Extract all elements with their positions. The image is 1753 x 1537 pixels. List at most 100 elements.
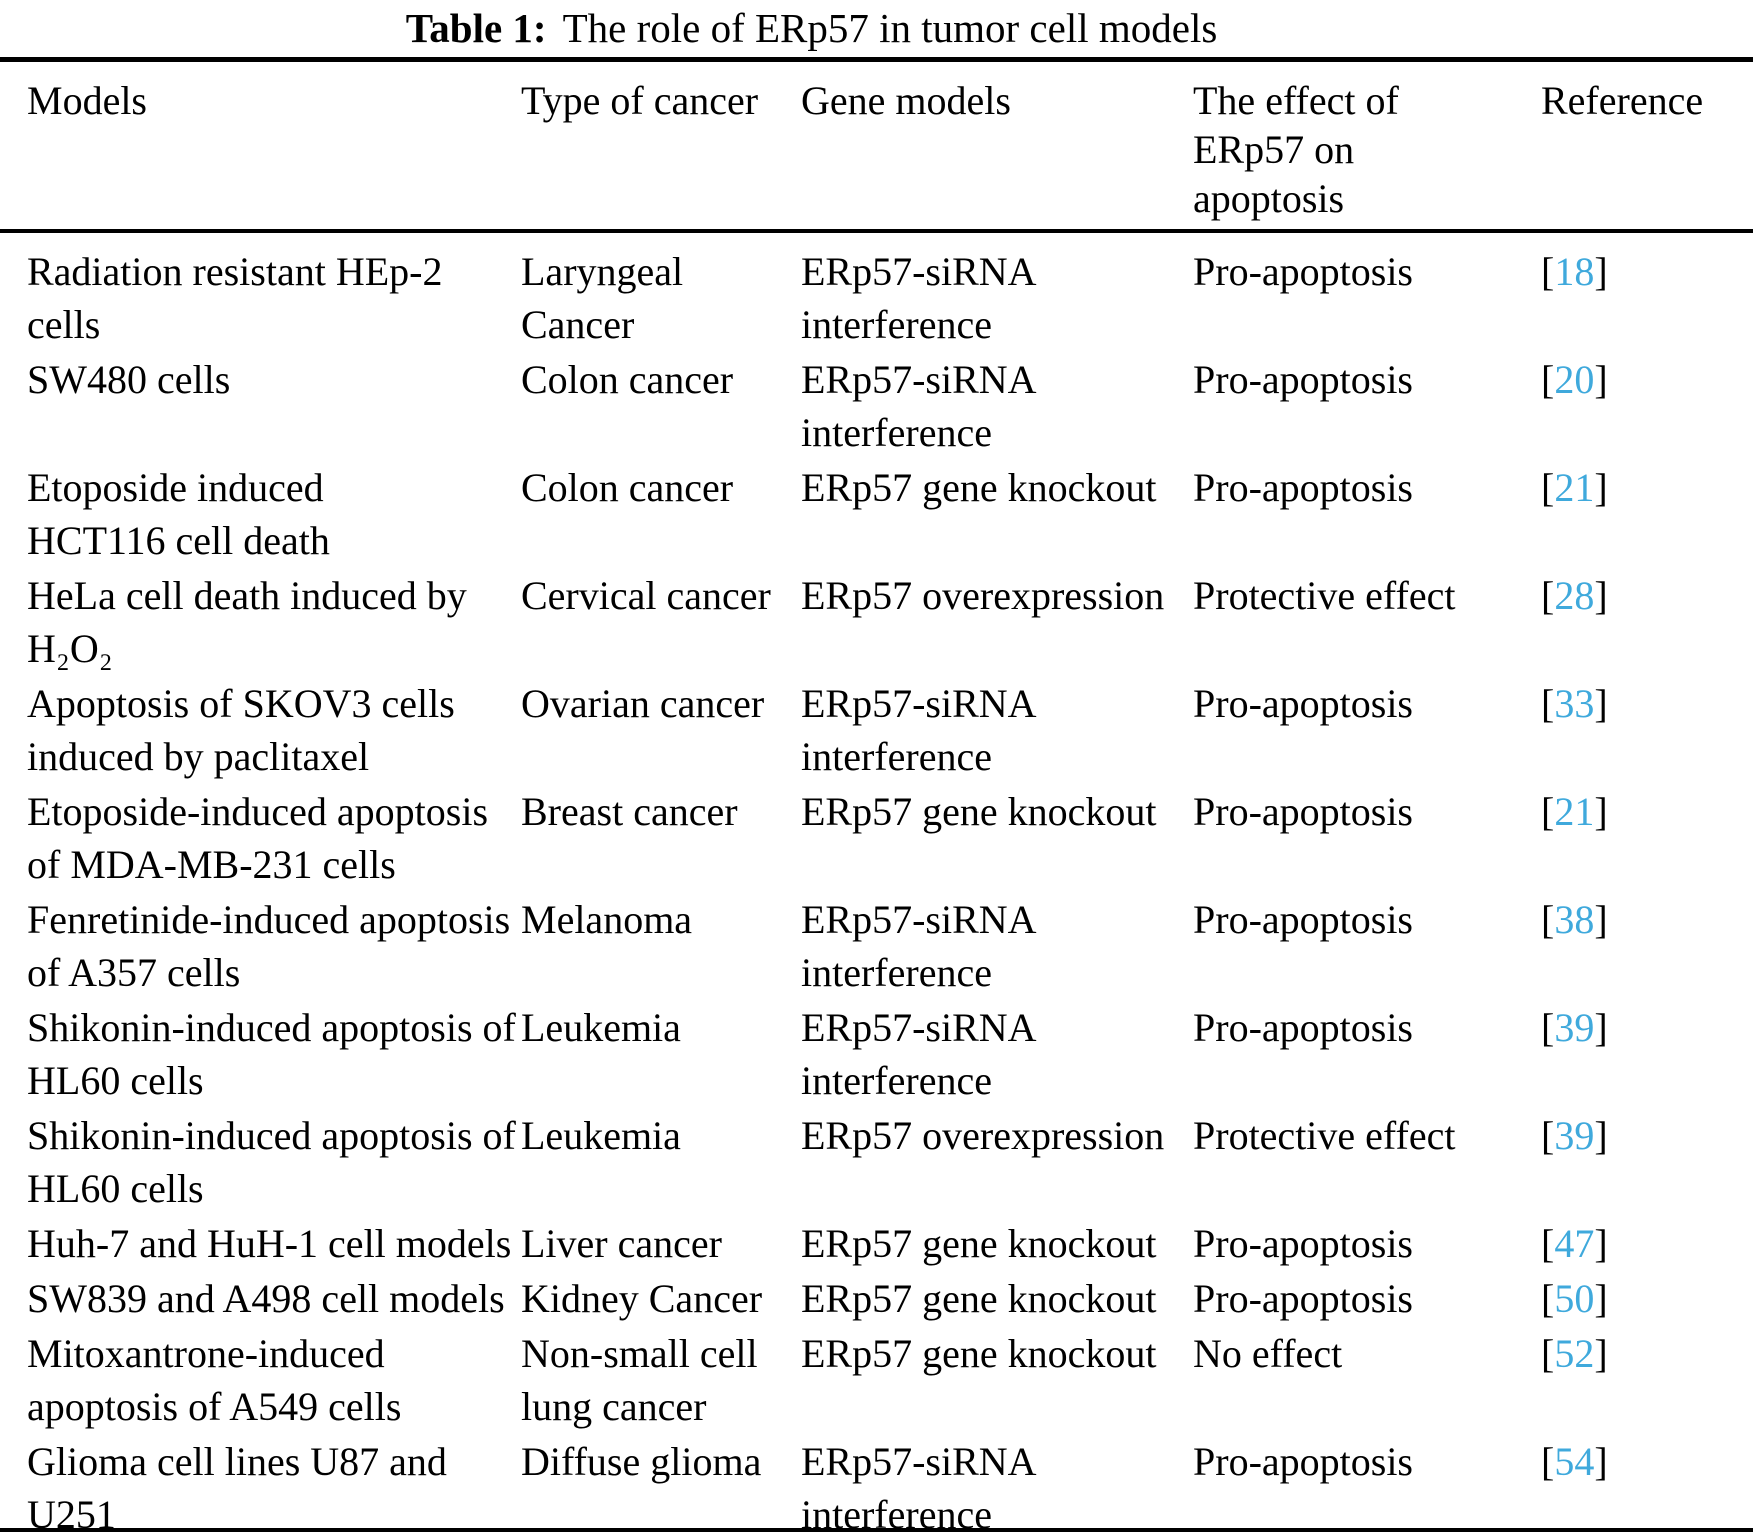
cancer-type-cell: Liver cancer — [521, 1221, 722, 1266]
reference-bracket-close: ] — [1594, 1005, 1608, 1050]
model-cell: HeLa cell death induced by H₂O₂ — [27, 573, 467, 671]
cancer-type-cell: Diffuse glioma — [521, 1439, 762, 1484]
gene-model-cell: ERp57 overexpression — [801, 1113, 1165, 1158]
reference-bracket-close: ] — [1594, 573, 1608, 618]
reference-bracket-open: [ — [1541, 1221, 1555, 1266]
reference-bracket-open: [ — [1541, 1331, 1555, 1376]
table-row: Radiation resistant HEp-2 cells Laryngea… — [0, 231, 1753, 353]
cancer-type-cell: Colon cancer — [521, 465, 734, 510]
reference-bracket-open: [ — [1541, 1005, 1555, 1050]
gene-model-cell: ERp57 gene knockout — [801, 465, 1157, 510]
reference-cell: [18] — [1541, 231, 1753, 353]
effect-cell: Pro-apoptosis — [1193, 1005, 1413, 1050]
table-row: SW839 and A498 cell models Kidney Cancer… — [0, 1272, 1753, 1327]
cancer-type-cell: Colon cancer — [521, 357, 734, 402]
reference-bracket-open: [ — [1541, 1113, 1555, 1158]
reference-link[interactable]: 18 — [1554, 249, 1595, 294]
reference-cell: [21] — [1541, 785, 1753, 893]
reference-bracket-open: [ — [1541, 1276, 1555, 1321]
reference-bracket-open: [ — [1541, 249, 1555, 294]
model-cell: Etoposide-induced apoptosis of MDA-MB-23… — [27, 789, 489, 887]
reference-cell: [28] — [1541, 569, 1753, 677]
table-header: Models Type of cancer Gene models The ef… — [0, 62, 1753, 233]
column-header-reference: Reference — [1541, 62, 1753, 233]
effect-cell: Pro-apoptosis — [1193, 789, 1413, 834]
reference-link[interactable]: 33 — [1554, 681, 1595, 726]
gene-model-cell: ERp57-siRNA interference — [801, 1439, 1037, 1537]
cancer-type-cell: Non-small cell lung cancer — [521, 1331, 758, 1429]
gene-model-cell: ERp57 overexpression — [801, 573, 1165, 618]
model-cell: Apoptosis of SKOV3 cells induced by pacl… — [27, 681, 455, 779]
model-cell: Mitoxantrone-induced apoptosis of A549 c… — [27, 1331, 402, 1429]
gene-model-cell: ERp57 gene knockout — [801, 789, 1157, 834]
reference-link[interactable]: 39 — [1554, 1005, 1595, 1050]
effect-cell: Pro-apoptosis — [1193, 897, 1413, 942]
table-row: Etoposide-induced apoptosis of MDA-MB-23… — [0, 785, 1753, 893]
erp57-roles-table: Models Type of cancer Gene models The ef… — [0, 62, 1753, 1537]
reference-bracket-close: ] — [1594, 1439, 1608, 1484]
reference-cell: [50] — [1541, 1272, 1753, 1327]
reference-bracket-close: ] — [1594, 681, 1608, 726]
effect-cell: Protective effect — [1193, 1113, 1456, 1158]
gene-model-cell: ERp57-siRNA interference — [801, 357, 1037, 455]
reference-bracket-close: ] — [1594, 465, 1608, 510]
table-row: Huh-7 and HuH-1 cell models Liver cancer… — [0, 1217, 1753, 1272]
reference-bracket-open: [ — [1541, 465, 1555, 510]
cancer-type-cell: Kidney Cancer — [521, 1276, 763, 1321]
reference-bracket-open: [ — [1541, 897, 1555, 942]
table-row: Mitoxantrone-induced apoptosis of A549 c… — [0, 1327, 1753, 1435]
reference-cell: [33] — [1541, 677, 1753, 785]
reference-cell: [39] — [1541, 1001, 1753, 1109]
gene-model-cell: ERp57-siRNA interference — [801, 249, 1037, 347]
model-cell: SW480 cells — [27, 357, 231, 402]
cancer-type-cell: Melanoma — [521, 897, 693, 942]
reference-bracket-open: [ — [1541, 573, 1555, 618]
model-cell: Shikonin-induced apoptosis of HL60 cells — [27, 1113, 516, 1211]
column-header-gene-models: Gene models — [801, 62, 1193, 233]
reference-link[interactable]: 50 — [1554, 1276, 1595, 1321]
effect-cell: Pro-apoptosis — [1193, 465, 1413, 510]
reference-link[interactable]: 20 — [1554, 357, 1595, 402]
reference-bracket-close: ] — [1594, 789, 1608, 834]
gene-model-cell: ERp57-siRNA interference — [801, 681, 1037, 779]
table-row: Fenretinide-induced apoptosis of A357 ce… — [0, 893, 1753, 1001]
reference-link[interactable]: 28 — [1554, 573, 1595, 618]
reference-cell: [20] — [1541, 353, 1753, 461]
effect-cell: Pro-apoptosis — [1193, 1276, 1413, 1321]
cancer-type-cell: Breast cancer — [521, 789, 738, 834]
cancer-type-cell: Laryngeal Cancer — [521, 249, 684, 347]
reference-bracket-close: ] — [1594, 1331, 1608, 1376]
reference-bracket-open: [ — [1541, 1439, 1555, 1484]
reference-bracket-close: ] — [1594, 1276, 1608, 1321]
reference-link[interactable]: 54 — [1554, 1439, 1595, 1484]
bottom-rule — [0, 1528, 1753, 1532]
cancer-type-cell: Cervical cancer — [521, 573, 771, 618]
gene-model-cell: ERp57 gene knockout — [801, 1331, 1157, 1376]
reference-link[interactable]: 39 — [1554, 1113, 1595, 1158]
cancer-type-cell: Ovarian cancer — [521, 681, 765, 726]
reference-cell: [47] — [1541, 1217, 1753, 1272]
reference-bracket-open: [ — [1541, 681, 1555, 726]
reference-link[interactable]: 21 — [1554, 789, 1595, 834]
top-rule — [0, 57, 1753, 62]
table-row: Shikonin-induced apoptosis of HL60 cells… — [0, 1109, 1753, 1217]
reference-link[interactable]: 21 — [1554, 465, 1595, 510]
reference-link[interactable]: 52 — [1554, 1331, 1595, 1376]
model-cell: Etoposide induced HCT116 cell death — [27, 465, 330, 563]
table-body: Radiation resistant HEp-2 cells Laryngea… — [0, 231, 1753, 1537]
gene-model-cell: ERp57 gene knockout — [801, 1276, 1157, 1321]
reference-bracket-close: ] — [1594, 1113, 1608, 1158]
effect-cell: No effect — [1193, 1331, 1343, 1376]
effect-cell: Protective effect — [1193, 573, 1456, 618]
table-row: Glioma cell lines U87 and U251 Diffuse g… — [0, 1435, 1753, 1537]
reference-cell: [21] — [1541, 461, 1753, 569]
table-row: SW480 cells Colon cancer ERp57-siRNA int… — [0, 353, 1753, 461]
column-header-effect: The effect of ERp57 on apoptosis — [1193, 62, 1541, 233]
header-row: Models Type of cancer Gene models The ef… — [0, 62, 1753, 233]
gene-model-cell: ERp57-siRNA interference — [801, 897, 1037, 995]
column-header-cancer-type: Type of cancer — [521, 62, 801, 233]
reference-link[interactable]: 38 — [1554, 897, 1595, 942]
reference-link[interactable]: 47 — [1554, 1221, 1595, 1266]
effect-cell: Pro-apoptosis — [1193, 1439, 1413, 1484]
model-cell: Fenretinide-induced apoptosis of A357 ce… — [27, 897, 511, 995]
